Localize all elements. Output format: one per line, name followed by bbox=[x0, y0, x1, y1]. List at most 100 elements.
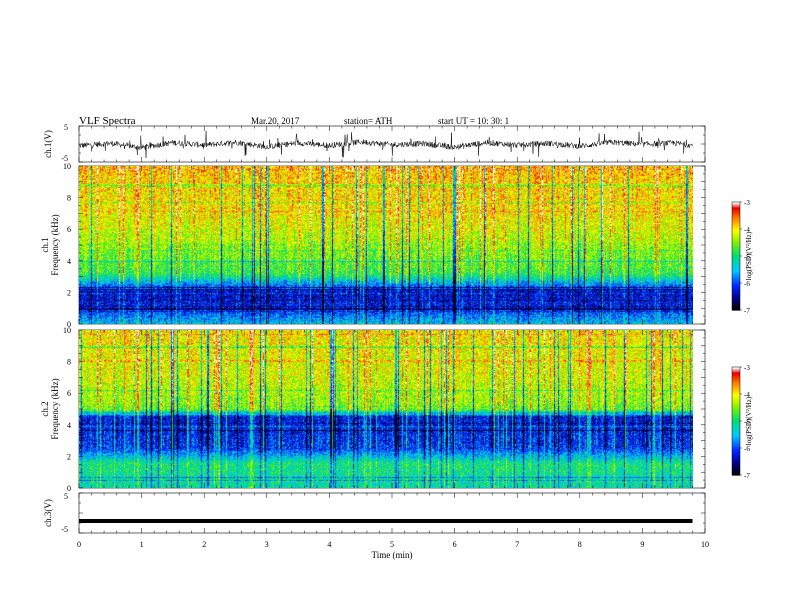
colorbar-cell bbox=[732, 207, 740, 210]
colorbar-cell bbox=[732, 223, 740, 226]
colorbar-cell bbox=[732, 448, 740, 451]
colorbar-tick-label: -3 bbox=[744, 199, 750, 207]
ch2-spec-ylabel-line1: ch.2 bbox=[40, 401, 50, 416]
colorbar-cell bbox=[732, 460, 740, 463]
ch1-spec-ylabel-line2: Frequency (kHz) bbox=[50, 214, 60, 275]
ch1-waveform-ticks bbox=[78, 125, 706, 163]
ch2-spectrogram-ytick-labels: 0 2 4 6 8 10 bbox=[63, 326, 71, 493]
colorbar-cell bbox=[732, 413, 740, 417]
colorbar-cell bbox=[732, 383, 740, 386]
colorbar-cell bbox=[732, 446, 740, 449]
colorbar-tick-label: -6 bbox=[744, 445, 750, 453]
x-tick-label: 9 bbox=[640, 540, 644, 549]
y-tick-label: 10 bbox=[63, 326, 71, 335]
colorbar-cell bbox=[732, 367, 740, 370]
y-tick-label: 0 bbox=[67, 320, 71, 329]
colorbar-cell bbox=[732, 259, 740, 262]
figure-title: VLF Spectra bbox=[79, 115, 136, 127]
ch3-waveform-frame bbox=[78, 492, 706, 534]
colorbar-cell bbox=[732, 279, 740, 282]
colorbar-cell bbox=[732, 455, 740, 458]
ch1-ytick-bottom: -5 bbox=[61, 154, 68, 163]
y-tick-label: 6 bbox=[67, 225, 71, 234]
x-tick-label: 3 bbox=[265, 540, 269, 549]
colorbar-cell bbox=[732, 439, 740, 442]
colorbar-cell bbox=[732, 370, 740, 373]
y-tick-label: 4 bbox=[67, 257, 71, 266]
y-tick-label: 8 bbox=[67, 194, 71, 203]
time-axis-label: Time (min) bbox=[372, 550, 413, 560]
ch1-spectrogram-panel: ch.1 Frequency (kHz) 0 2 4 6 8 10 bbox=[40, 162, 706, 329]
ch2-spectrogram-panel: ch.2 Frequency (kHz) 0 2 4 6 8 10 bbox=[40, 326, 706, 493]
colorbar-cell bbox=[732, 444, 740, 447]
colorbar-cell bbox=[732, 399, 740, 402]
colorbar-cell bbox=[732, 374, 740, 377]
colorbar-cell bbox=[732, 234, 740, 237]
y-tick-label: 6 bbox=[67, 389, 71, 398]
colorbar-cell bbox=[732, 272, 740, 275]
colorbar-cell bbox=[732, 440, 740, 444]
colorbar-cell bbox=[732, 245, 740, 248]
x-tick-label: 6 bbox=[453, 540, 457, 549]
colorbar-cell bbox=[732, 292, 740, 295]
colorbar-cell bbox=[732, 421, 740, 424]
colorbar-cell bbox=[732, 283, 740, 286]
ch2-colorbar: -3 -4 -5 -6 -7 bbox=[731, 364, 750, 480]
colorbar-cell bbox=[732, 254, 740, 257]
ch2-spectrogram-ticks bbox=[78, 329, 706, 489]
colorbar-cell bbox=[732, 263, 740, 266]
colorbar-cell bbox=[732, 229, 740, 232]
colorbar-tick-label: -5 bbox=[744, 418, 750, 426]
colorbar-cell bbox=[732, 406, 740, 409]
colorbar-cell bbox=[732, 232, 740, 235]
x-tick-label: 10 bbox=[701, 540, 709, 549]
colorbar-cell bbox=[732, 304, 740, 307]
colorbar-cell bbox=[732, 433, 740, 436]
y-tick-label: 10 bbox=[63, 162, 71, 171]
colorbar-tick-label: -6 bbox=[744, 280, 750, 288]
colorbar-cell bbox=[732, 466, 740, 469]
colorbar-cell bbox=[732, 390, 740, 393]
colorbar-cell bbox=[732, 211, 740, 214]
colorbar-cell bbox=[732, 430, 740, 433]
colorbar-cell bbox=[732, 275, 740, 279]
colorbar-cell bbox=[732, 274, 740, 277]
ch1-spectrogram-ticks bbox=[78, 165, 706, 325]
colorbar-cell bbox=[732, 236, 740, 239]
colorbar-cell bbox=[732, 386, 740, 390]
x-tick-label: 4 bbox=[327, 540, 331, 549]
date-label: Mar.20, 2017 bbox=[251, 116, 300, 126]
colorbar-cell bbox=[732, 301, 740, 304]
colorbar-cell bbox=[732, 290, 740, 293]
colorbar-cell bbox=[732, 408, 740, 411]
colorbar-tick-label: -3 bbox=[744, 364, 750, 372]
ch3-waveform-panel: ch.3(V) 5 -5 0 1 2 3 4 5 6 7 8 9 10 Time (min) bbox=[43, 492, 709, 560]
colorbar-cell bbox=[732, 286, 740, 289]
ch1-waveform-line bbox=[78, 130, 693, 158]
ch2-spectrogram-image bbox=[79, 330, 693, 488]
colorbar-cell bbox=[732, 256, 740, 259]
colorbar-cell bbox=[732, 467, 740, 471]
colorbar-cell bbox=[732, 225, 740, 228]
colorbar-cell bbox=[732, 469, 740, 472]
colorbar-cell bbox=[732, 250, 740, 253]
colorbar-cell bbox=[732, 377, 740, 381]
colorbar-cell bbox=[732, 230, 740, 234]
colorbar-cell bbox=[732, 404, 740, 408]
colorbar-cell bbox=[732, 368, 740, 372]
ch1-spectrogram-image bbox=[79, 166, 693, 324]
colorbar-cell bbox=[732, 397, 740, 400]
colorbar-cell bbox=[732, 241, 740, 244]
colorbar-cell bbox=[732, 221, 740, 225]
colorbar-cell bbox=[732, 449, 740, 453]
colorbar-cell bbox=[732, 302, 740, 306]
colorbar-cell bbox=[732, 306, 740, 309]
colorbar-cell bbox=[732, 417, 740, 420]
colorbar-cell bbox=[732, 437, 740, 440]
colorbar-cell bbox=[732, 243, 740, 246]
colorbar-cell bbox=[732, 295, 740, 298]
colorbar-cell bbox=[732, 471, 740, 474]
colorbar-cell bbox=[732, 412, 740, 415]
x-tick-label: 0 bbox=[77, 540, 81, 549]
